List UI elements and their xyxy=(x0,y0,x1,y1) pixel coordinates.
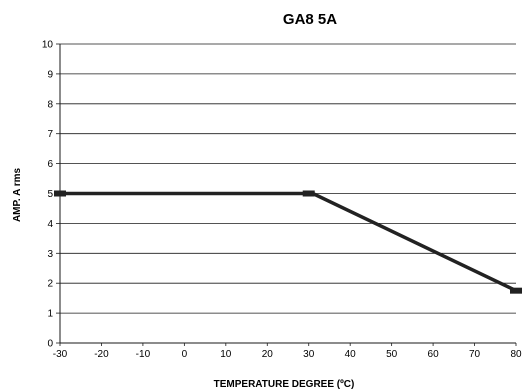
x-tick-label-50: 50 xyxy=(386,349,398,360)
x-tick-label-10: 10 xyxy=(220,349,232,360)
x-tick-label-70: 70 xyxy=(469,349,481,360)
y-tick-label-8: 8 xyxy=(47,99,53,110)
y-tick-label-6: 6 xyxy=(47,159,53,170)
y-tick-label-7: 7 xyxy=(47,129,53,140)
x-tick-label-20: 20 xyxy=(262,349,274,360)
x-tick-label-60: 60 xyxy=(428,349,440,360)
x-tick-label-0: 0 xyxy=(182,349,188,360)
y-tick-label-1: 1 xyxy=(47,309,53,320)
series-marker-1 xyxy=(302,190,315,197)
x-tick-label--20: -20 xyxy=(94,349,109,360)
y-tick-label-3: 3 xyxy=(47,249,53,260)
x-tick-label--30: -30 xyxy=(53,349,68,360)
series-marker-0 xyxy=(54,190,66,197)
y-tick-label-0: 0 xyxy=(47,339,53,350)
series-layer xyxy=(54,190,522,294)
x-axis-ticks: -30 -20 -10 0 10 20 30 40 50 60 70 80 xyxy=(53,343,522,360)
series-marker-2 xyxy=(510,287,522,294)
y-tick-label-5: 5 xyxy=(47,189,53,200)
x-axis-label: TEMPERATURE DEGREE (ºC) xyxy=(214,379,355,390)
y-tick-label-9: 9 xyxy=(47,69,53,80)
series-line-0 xyxy=(60,191,517,293)
x-tick-label--10: -10 xyxy=(136,349,151,360)
x-tick-label-40: 40 xyxy=(345,349,357,360)
x-tick-label-30: 30 xyxy=(303,349,315,360)
y-axis-ticks: 0 1 2 3 4 5 6 7 8 9 10 xyxy=(42,40,60,350)
y-tick-label-2: 2 xyxy=(47,279,53,290)
chart-title: GA8 5A xyxy=(283,11,337,28)
y-axis-label: AMP. A rms xyxy=(12,168,23,223)
x-tick-label-80: 80 xyxy=(510,349,522,360)
grid-lines xyxy=(60,43,516,314)
y-tick-label-4: 4 xyxy=(47,219,53,230)
y-tick-label-10: 10 xyxy=(42,40,54,51)
